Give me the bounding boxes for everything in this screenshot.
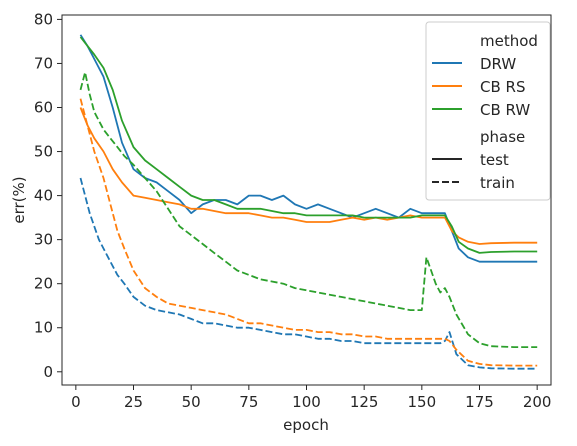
y-axis: 0 10 20 30 40 50 60 70 80 [34, 10, 62, 381]
x-tick-label: 0 [71, 393, 81, 411]
y-tick-label: 0 [43, 363, 53, 381]
legend: method DRW CB RS CB RW phase test train [425, 21, 551, 201]
legend-label-cb-rw: CB RW [480, 101, 530, 119]
x-tick-label: 200 [523, 393, 552, 411]
legend-label-test: test [480, 151, 509, 169]
series-line-cb-rs-train [79, 98, 538, 367]
legend-label-drw: DRW [480, 55, 516, 73]
legend-label-train: train [480, 174, 515, 192]
x-tick-label: 150 [408, 393, 437, 411]
x-axis: 0 25 50 75 100 125 150 175 200 [71, 385, 551, 411]
x-tick-label: 75 [239, 393, 258, 411]
x-tick-label: 175 [465, 393, 494, 411]
legend-box [425, 21, 551, 201]
y-tick-label: 20 [34, 275, 53, 293]
series-line-cb-rw-train [79, 71, 538, 349]
series-layer [79, 34, 538, 370]
x-tick-label: 50 [182, 393, 201, 411]
x-axis-label: epoch [283, 416, 329, 434]
x-tick-label: 100 [292, 393, 321, 411]
legend-style-title: phase [480, 128, 525, 146]
legend-hue-title: method [480, 32, 538, 50]
y-tick-label: 30 [34, 231, 53, 249]
x-tick-label: 125 [350, 393, 379, 411]
y-tick-label: 10 [34, 319, 53, 337]
y-tick-label: 40 [34, 187, 53, 205]
series-line-cb-rs-test [79, 107, 538, 245]
y-tick-label: 50 [34, 143, 53, 161]
series-line-drw-train [79, 177, 538, 370]
y-tick-label: 70 [34, 54, 53, 72]
y-axis-label: err(%) [10, 176, 28, 223]
series-line-cb-rw-test [79, 36, 538, 254]
y-tick-label: 60 [34, 99, 53, 117]
x-tick-label: 25 [124, 393, 143, 411]
y-tick-label: 80 [34, 10, 53, 28]
legend-label-cb-rs: CB RS [480, 78, 525, 96]
